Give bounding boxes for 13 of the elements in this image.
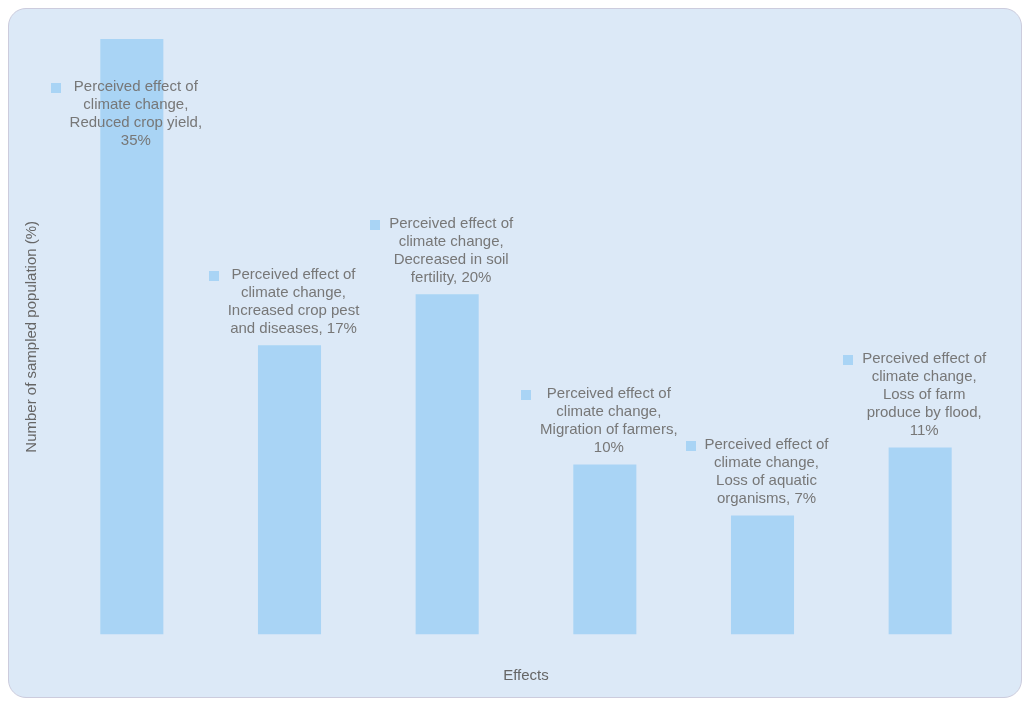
- data-label: Perceived effect of climate change, Decreased in soil fertility, 20%: [389, 213, 514, 285]
- data-label: Perceived effect of climate change, Increased crop pest and diseases, 17%: [227, 264, 361, 336]
- bar: [888, 447, 952, 635]
- bar: [257, 345, 322, 635]
- bar: [573, 464, 637, 635]
- data-label: Perceived effect of climate change, Loss of farm produce by flood, 11%: [862, 349, 987, 439]
- data-label: Perceived effect of climate change, Migration of farmers, 10%: [540, 384, 678, 456]
- y-axis-title: Number of sampled population (%): [22, 220, 40, 453]
- data-label: Perceived effect of climate change, Loss of aquatic organisms, 7%: [704, 435, 830, 507]
- x-axis-title: Effects: [503, 666, 549, 684]
- bar: [415, 294, 479, 635]
- data-label: Perceived effect of climate change, Reduced crop yield, 35%: [69, 76, 203, 148]
- bar: [730, 515, 795, 635]
